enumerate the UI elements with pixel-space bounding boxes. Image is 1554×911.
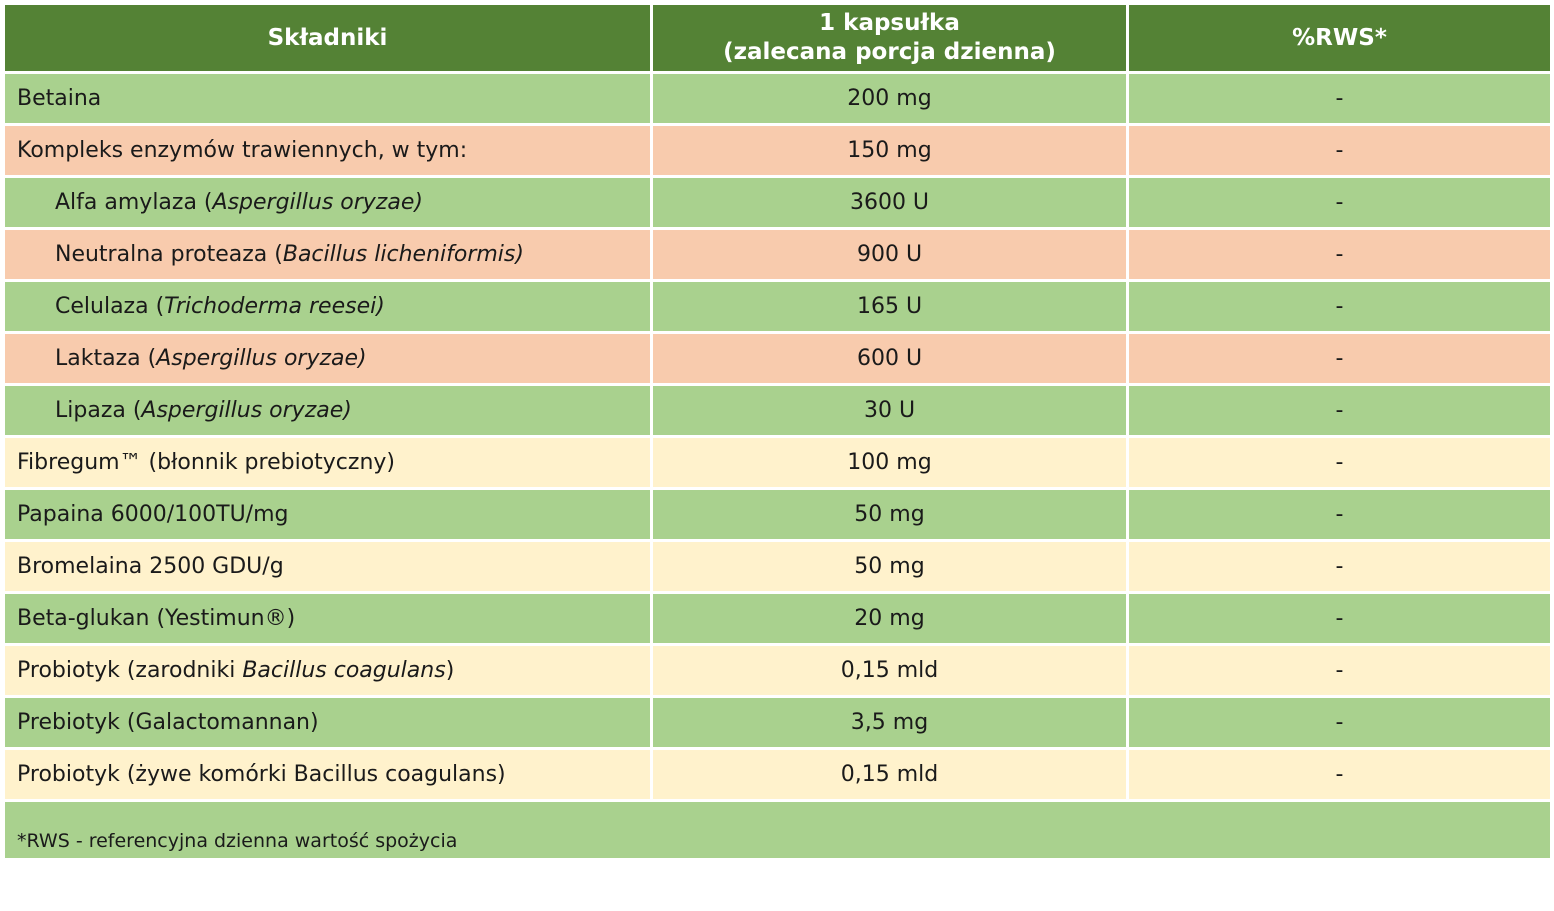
ingredient-amount: 0,15 mld — [650, 747, 1129, 802]
ingredient-rws: - — [1126, 643, 1553, 698]
ingredient-rws: - — [1126, 487, 1553, 542]
ingredient-rws: - — [1126, 175, 1553, 230]
ingredient-rws: - — [1126, 695, 1553, 750]
ingredient-amount: 3,5 mg — [650, 695, 1129, 750]
footnote-row: *RWS - referencyjna dzienna wartość spoż… — [2, 799, 1553, 861]
ingredient-rws: - — [1126, 71, 1553, 126]
ingredient-amount: 600 U — [650, 331, 1129, 386]
header-portion: 1 kapsułka (zalecana porcja dzienna) — [650, 2, 1129, 74]
ingredient-rws: - — [1126, 123, 1553, 178]
ingredient-rws: - — [1126, 591, 1553, 646]
ingredient-name: Alfa amylaza (Aspergillus oryzae) — [2, 175, 653, 230]
ingredient-name: Papaina 6000/100TU/mg — [2, 487, 653, 542]
ingredient-amount: 50 mg — [650, 487, 1129, 542]
ingredient-amount: 100 mg — [650, 435, 1129, 490]
ingredient-name: Beta-glukan (Yestimun®) — [2, 591, 653, 646]
ingredient-amount: 20 mg — [650, 591, 1129, 646]
ingredient-rws: - — [1126, 383, 1553, 438]
table-row: Lipaza (Aspergillus oryzae) 30 U - — [2, 383, 1553, 438]
ingredient-amount: 150 mg — [650, 123, 1129, 178]
ingredient-name: Probiotyk (żywe komórki Bacillus coagula… — [2, 747, 653, 802]
ingredient-name: Neutralna proteaza (Bacillus licheniform… — [2, 227, 653, 282]
table-row: Bromelaina 2500 GDU/g 50 mg - — [2, 539, 1553, 594]
table-row: Beta-glukan (Yestimun®) 20 mg - — [2, 591, 1553, 646]
ingredient-amount: 0,15 mld — [650, 643, 1129, 698]
ingredient-rws: - — [1126, 279, 1553, 334]
nutrition-table-container: Składniki 1 kapsułka (zalecana porcja dz… — [2, 2, 1553, 861]
table-row: Probiotyk (zarodniki Bacillus coagulans)… — [2, 643, 1553, 698]
ingredient-amount: 3600 U — [650, 175, 1129, 230]
ingredient-amount: 165 U — [650, 279, 1129, 334]
ingredient-name: Lipaza (Aspergillus oryzae) — [2, 383, 653, 438]
table-row: Betaina 200 mg - — [2, 71, 1553, 126]
ingredient-name: Prebiotyk (Galactomannan) — [2, 695, 653, 750]
table-row: Kompleks enzymów trawiennych, w tym: 150… — [2, 123, 1553, 178]
header-portion-line2: (zalecana porcja dzienna) — [723, 39, 1056, 65]
ingredient-name: Celulaza (Trichoderma reesei) — [2, 279, 653, 334]
table-row: Alfa amylaza (Aspergillus oryzae) 3600 U… — [2, 175, 1553, 230]
footnote: *RWS - referencyjna dzienna wartość spoż… — [2, 799, 1553, 861]
ingredient-rws: - — [1126, 539, 1553, 594]
ingredient-rws: - — [1126, 747, 1553, 802]
header-rws: %RWS* — [1126, 2, 1553, 74]
ingredient-amount: 900 U — [650, 227, 1129, 282]
ingredient-name: Fibregum™ (błonnik prebiotyczny) — [2, 435, 653, 490]
header-portion-line1: 1 kapsułka — [819, 10, 960, 36]
ingredient-amount: 200 mg — [650, 71, 1129, 126]
ingredient-amount: 30 U — [650, 383, 1129, 438]
ingredient-name: Probiotyk (zarodniki Bacillus coagulans) — [2, 643, 653, 698]
table-row: Papaina 6000/100TU/mg 50 mg - — [2, 487, 1553, 542]
table-row: Laktaza (Aspergillus oryzae) 600 U - — [2, 331, 1553, 386]
ingredient-name: Bromelaina 2500 GDU/g — [2, 539, 653, 594]
ingredient-amount: 50 mg — [650, 539, 1129, 594]
table-row: Celulaza (Trichoderma reesei) 165 U - — [2, 279, 1553, 334]
ingredient-name: Kompleks enzymów trawiennych, w tym: — [2, 123, 653, 178]
ingredient-rws: - — [1126, 435, 1553, 490]
table-row: Probiotyk (żywe komórki Bacillus coagula… — [2, 747, 1553, 802]
ingredient-name: Betaina — [2, 71, 653, 126]
ingredient-name: Laktaza (Aspergillus oryzae) — [2, 331, 653, 386]
ingredients-table: Składniki 1 kapsułka (zalecana porcja dz… — [2, 2, 1553, 861]
table-row: Fibregum™ (błonnik prebiotyczny) 100 mg … — [2, 435, 1553, 490]
header-ingredients: Składniki — [2, 2, 653, 74]
table-header-row: Składniki 1 kapsułka (zalecana porcja dz… — [2, 2, 1553, 74]
table-row: Neutralna proteaza (Bacillus licheniform… — [2, 227, 1553, 282]
ingredient-rws: - — [1126, 227, 1553, 282]
table-row: Prebiotyk (Galactomannan) 3,5 mg - — [2, 695, 1553, 750]
ingredient-rws: - — [1126, 331, 1553, 386]
